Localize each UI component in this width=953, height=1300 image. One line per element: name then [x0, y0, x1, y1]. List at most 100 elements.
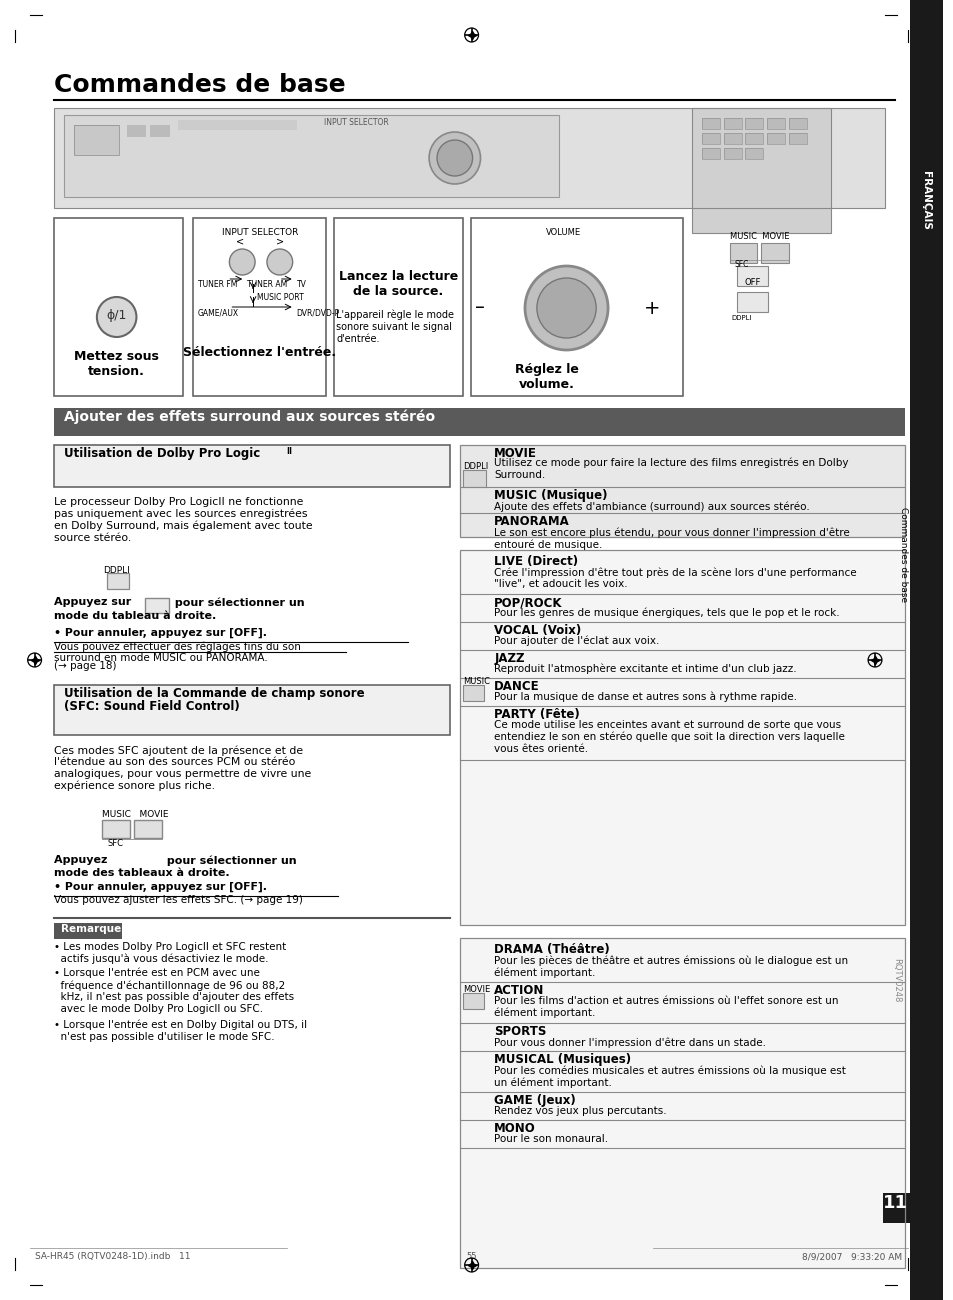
- Text: 55: 55: [466, 1252, 476, 1261]
- Text: Mettez sous
tension.: Mettez sous tension.: [74, 350, 159, 378]
- Text: LIVE (Direct): LIVE (Direct): [494, 555, 578, 568]
- Bar: [334, 218, 359, 240]
- Text: JAZZ: JAZZ: [494, 653, 524, 666]
- Circle shape: [537, 278, 596, 338]
- Text: mode des tableaux à droite.: mode des tableaux à droite.: [54, 868, 230, 878]
- Text: MUSIC: MUSIC: [462, 677, 489, 686]
- Bar: [462, 685, 484, 701]
- Bar: [788, 118, 806, 129]
- Bar: [470, 218, 496, 240]
- Bar: [462, 471, 486, 488]
- Bar: [74, 125, 118, 155]
- Bar: [193, 218, 326, 396]
- Text: • Lorsque l'entrée est en PCM avec une
  fréquence d'échantillonnage de 96 ou 88: • Lorsque l'entrée est en PCM avec une f…: [54, 968, 294, 1014]
- Bar: [723, 118, 740, 129]
- Bar: [107, 573, 129, 589]
- Bar: [462, 993, 484, 1009]
- Bar: [723, 133, 740, 144]
- Text: INPUT SELECTOR: INPUT SELECTOR: [222, 227, 298, 237]
- Text: Pour la musique de danse et autres sons à rythme rapide.: Pour la musique de danse et autres sons …: [494, 692, 797, 702]
- Bar: [145, 598, 169, 614]
- Bar: [54, 408, 903, 436]
- Text: Utilisation de Dolby Pro Logic: Utilisation de Dolby Pro Logic: [64, 447, 260, 460]
- Text: MOVIE: MOVIE: [462, 985, 490, 994]
- Text: Sélectionnez l'entrée.: Sélectionnez l'entrée.: [183, 346, 336, 359]
- Bar: [459, 939, 903, 1268]
- Bar: [701, 133, 719, 144]
- Bar: [701, 148, 719, 159]
- Text: Lancez la lecture
de la source.: Lancez la lecture de la source.: [338, 270, 457, 298]
- Text: TUNER FM: TUNER FM: [197, 280, 237, 289]
- Text: 4: 4: [477, 220, 488, 235]
- Bar: [470, 218, 682, 396]
- Text: –: –: [474, 299, 484, 317]
- Bar: [723, 133, 740, 144]
- Bar: [723, 118, 740, 129]
- Text: Pour les genres de musique énergiques, tels que le pop et le rock.: Pour les genres de musique énergiques, t…: [494, 608, 839, 619]
- Bar: [701, 118, 719, 129]
- Bar: [736, 266, 767, 286]
- Bar: [151, 125, 170, 136]
- Text: Vous pouvez ajuster les effets SFC. (→ page 19): Vous pouvez ajuster les effets SFC. (→ p…: [54, 894, 303, 905]
- Text: ϕ/1: ϕ/1: [107, 308, 127, 321]
- Text: 3: 3: [341, 220, 352, 235]
- Text: • Les modes Dolby Pro LogicII et SFC restent
  actifs jusqu'à vous désactiviez l: • Les modes Dolby Pro LogicII et SFC res…: [54, 942, 286, 965]
- Bar: [882, 1193, 908, 1223]
- Text: (SFC: Sound Field Control): (SFC: Sound Field Control): [64, 699, 240, 712]
- Bar: [701, 118, 719, 129]
- Text: Pour le son monaural.: Pour le son monaural.: [494, 1134, 608, 1144]
- Bar: [744, 118, 762, 129]
- Text: Ajoute des effets d'ambiance (surround) aux sources stéréo.: Ajoute des effets d'ambiance (surround) …: [494, 500, 809, 511]
- Bar: [54, 218, 80, 240]
- Bar: [701, 133, 719, 144]
- Bar: [102, 820, 130, 838]
- Text: SFC: SFC: [108, 838, 124, 848]
- Bar: [74, 125, 118, 155]
- Text: Ces modes SFC ajoutent de la présence et de
l'étendue au son des sources PCM ou : Ces modes SFC ajoutent de la présence et…: [54, 745, 312, 790]
- Bar: [459, 550, 903, 926]
- Text: Ce mode utilise les enceintes avant et surround de sorte que vous
entendiez le s: Ce mode utilise les enceintes avant et s…: [494, 720, 844, 754]
- Text: VOLUME: VOLUME: [545, 227, 580, 237]
- Bar: [459, 445, 903, 537]
- Text: • Pour annuler, appuyez sur [OFF].: • Pour annuler, appuyez sur [OFF].: [54, 628, 267, 638]
- Text: MONO: MONO: [494, 1122, 536, 1135]
- Text: Le processeur Dolby Pro LogicII ne fonctionne
pas uniquement avec les sources en: Le processeur Dolby Pro LogicII ne fonct…: [54, 497, 313, 543]
- Text: OFF: OFF: [743, 278, 760, 287]
- Circle shape: [524, 266, 607, 350]
- Circle shape: [229, 250, 254, 276]
- Text: Rendez vos jeux plus percutants.: Rendez vos jeux plus percutants.: [494, 1106, 666, 1115]
- Text: (→ page 18): (→ page 18): [54, 660, 117, 671]
- Text: +: +: [643, 299, 659, 317]
- Text: MUSIC   MOVIE: MUSIC MOVIE: [102, 810, 168, 819]
- Text: Vous pouvez effectuer des réglages fins du son
surround en mode MUSIC ou PANORAM: Vous pouvez effectuer des réglages fins …: [54, 641, 301, 663]
- Text: Appuyez sur: Appuyez sur: [54, 597, 135, 607]
- Bar: [908, 0, 943, 1300]
- Bar: [54, 108, 884, 208]
- Text: Commandes de base: Commandes de base: [54, 73, 346, 98]
- Bar: [127, 125, 146, 136]
- Circle shape: [267, 250, 293, 276]
- Text: ACTION: ACTION: [494, 984, 544, 997]
- Text: GAME/AUX: GAME/AUX: [197, 308, 238, 317]
- Text: DANCE: DANCE: [494, 680, 539, 693]
- Text: POP/ROCK: POP/ROCK: [494, 595, 562, 608]
- Text: pour sélectionner un: pour sélectionner un: [171, 597, 304, 607]
- Bar: [54, 923, 121, 939]
- Bar: [744, 118, 762, 129]
- Bar: [178, 120, 296, 130]
- Bar: [766, 118, 784, 129]
- Text: DDPLI: DDPLI: [731, 315, 751, 321]
- Text: Reproduit l'atmosphère excitante et intime d'un club jazz.: Reproduit l'atmosphère excitante et inti…: [494, 664, 796, 675]
- Circle shape: [429, 133, 480, 185]
- Bar: [766, 118, 784, 129]
- Bar: [788, 133, 806, 144]
- Bar: [134, 820, 162, 838]
- Text: Réglez le
volume.: Réglez le volume.: [515, 363, 578, 391]
- Bar: [691, 108, 830, 233]
- Text: • Pour annuler, appuyez sur [OFF].: • Pour annuler, appuyez sur [OFF].: [54, 881, 267, 892]
- Bar: [744, 148, 762, 159]
- Text: II: II: [287, 447, 293, 456]
- Text: GAME (Jeux): GAME (Jeux): [494, 1095, 576, 1108]
- Bar: [723, 148, 740, 159]
- Bar: [701, 148, 719, 159]
